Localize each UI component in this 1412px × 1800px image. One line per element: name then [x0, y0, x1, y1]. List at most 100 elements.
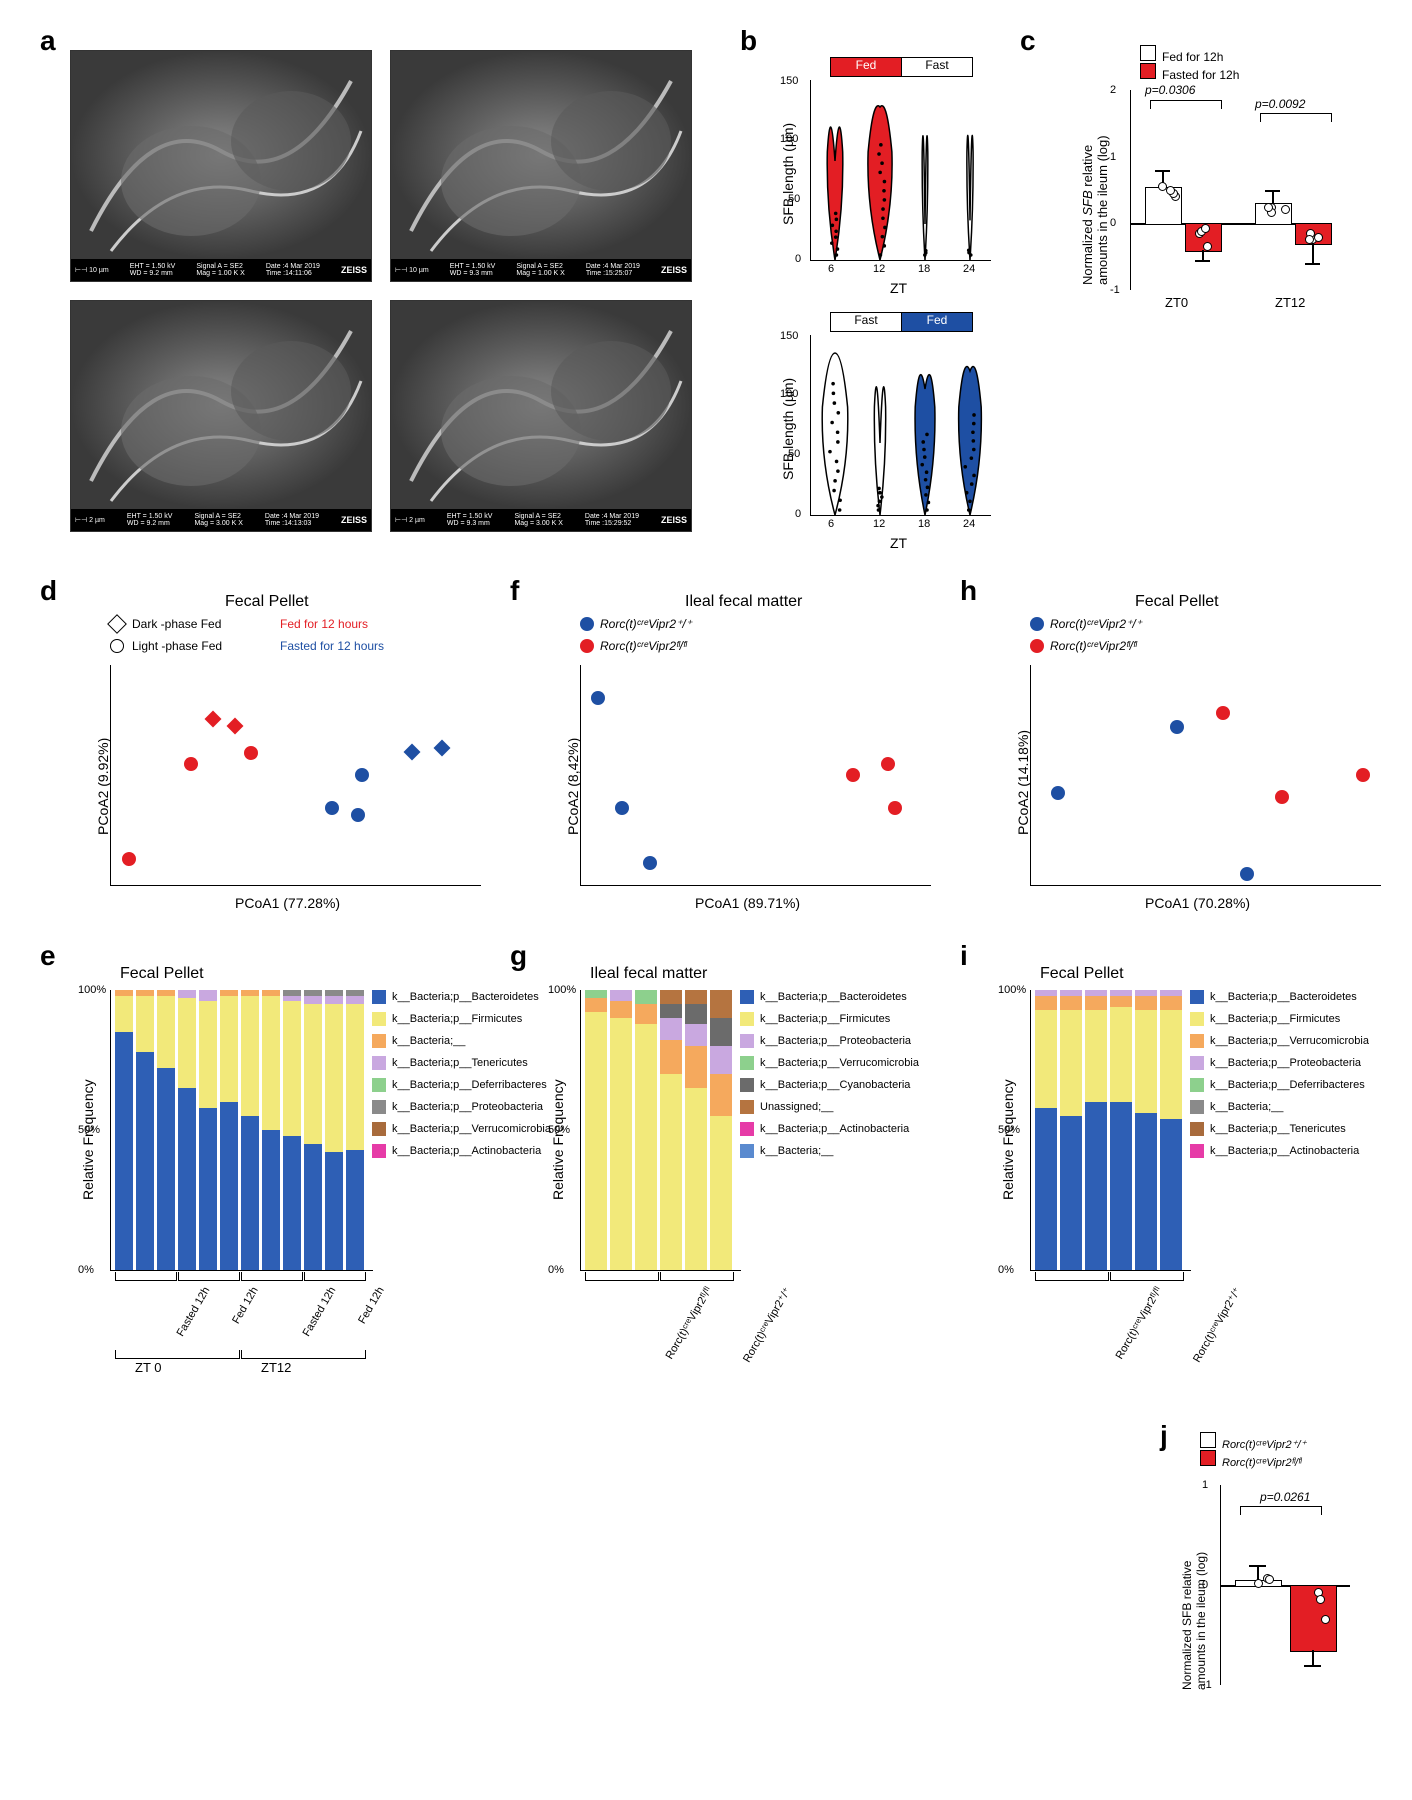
x-tick: 12: [873, 518, 885, 530]
bar-segment: [115, 1032, 133, 1270]
legend-box: Fed: [901, 313, 972, 331]
legend-taxon: k__Bacteria;p__Verrucomicrobia: [740, 1056, 919, 1070]
data-point: [1166, 186, 1175, 195]
x-axis-label: ZT: [890, 280, 907, 296]
bar-segment: [685, 1046, 707, 1088]
stacked-bar: [115, 990, 133, 1270]
stacked-bar: [1060, 990, 1082, 1270]
stacked-bar: [1085, 990, 1107, 1270]
chart-title: Ileal fecal matter: [590, 965, 707, 983]
bar-segment: [1110, 996, 1132, 1007]
legend-box: Fast: [901, 58, 972, 76]
legend-taxon: k__Bacteria;p__Proteobacteria: [1190, 1056, 1361, 1070]
stacked-bar: [220, 990, 238, 1270]
stacked-bar: [283, 990, 301, 1270]
legend-taxon: k__Bacteria;p__Proteobacteria: [740, 1034, 911, 1048]
sem-image: ⊢⊣ 2 µm EHT = 1.50 kVWD = 9.3 mm Signal …: [390, 300, 692, 532]
panel-label-h: h: [960, 575, 977, 607]
bar-segment: [346, 1004, 364, 1150]
group-label: Fed 12h: [230, 1285, 261, 1326]
violin-chart-bottom: Fast Fed SFB length (µm) 150 100 50 0 6 …: [770, 320, 1000, 550]
y-axis-label: PCoA2 (8,42%): [565, 738, 581, 835]
bar-segment: [610, 990, 632, 1001]
y-tick: 0%: [78, 1264, 94, 1276]
legend-fasted: Fasted for 12 hours: [280, 639, 384, 653]
bar-segment: [660, 1018, 682, 1040]
legend-taxon: k__Bacteria;p__Actinobacteria: [740, 1122, 909, 1136]
bar-segment: [1060, 996, 1082, 1010]
bar-segment: [136, 996, 154, 1052]
sem-image: ⊢⊣ 10 µm EHT = 1.50 kVWD = 9.2 mm Signal…: [70, 50, 372, 282]
bar-segment: [585, 998, 607, 1012]
y-tick: 50: [788, 448, 800, 460]
x-tick: 18: [918, 263, 930, 275]
bar-segment: [199, 990, 217, 1001]
scatter-point: [881, 757, 895, 771]
bar-segment: [660, 1074, 682, 1270]
x-tick: 6: [828, 263, 834, 275]
bar-segment: [585, 1012, 607, 1270]
y-tick: 0: [1202, 1579, 1208, 1591]
x-axis-label: PCoA1 (77.28%): [235, 895, 340, 911]
bar-segment: [241, 1116, 259, 1270]
bar-segment: [710, 1046, 732, 1074]
y-tick: 0: [795, 253, 801, 265]
bar-segment: [710, 1018, 732, 1046]
bar-segment: [685, 1024, 707, 1046]
bar-segment: [585, 990, 607, 998]
group-bracket: [585, 1272, 659, 1281]
legend-fed: Fed for 12h: [1140, 45, 1223, 64]
bar-segment: [325, 996, 343, 1004]
x-axis-label: ZT: [890, 535, 907, 551]
y-axis-label: Normalized SFB relative amounts in the i…: [1080, 135, 1110, 285]
error-bar: [1272, 190, 1274, 203]
stacked-bar: [1110, 990, 1132, 1270]
legend-box: Fast: [831, 313, 901, 331]
pcoa-chart-d: Fecal Pellet PCoA2 (9.92%) PCoA1 (77.28%…: [60, 595, 510, 915]
bar-segment: [262, 1130, 280, 1270]
bar-segment: [178, 990, 196, 998]
subgroup-bracket: [115, 1350, 240, 1359]
pvalue-bracket: [1240, 1506, 1322, 1515]
legend-taxon: k__Bacteria;__: [1190, 1100, 1283, 1114]
x-tick: 6: [828, 518, 834, 530]
stacked-bar: [1160, 990, 1182, 1270]
legend-box: Fed: [831, 58, 901, 76]
stacked-bar: [304, 990, 322, 1270]
legend-ko: Rorc(t)ᶜʳᵉVipr2ᶠˡ/ᶠˡ: [580, 639, 687, 653]
legend-taxon: k__Bacteria;p__Deferribacteres: [1190, 1078, 1365, 1092]
y-tick: 100%: [998, 984, 1026, 996]
sem-metadata-bar: ⊢⊣ 10 µm EHT = 1.50 kVWD = 9.3 mm Signal…: [391, 259, 691, 281]
bar-segment: [346, 1150, 364, 1270]
pcoa-chart-f: Ileal fecal matter PCoA2 (8,42%) PCoA1 (…: [530, 595, 960, 915]
stacked-bar: [635, 990, 657, 1270]
pvalue-bracket: [1150, 100, 1222, 109]
bar-segment: [283, 1001, 301, 1135]
group-bracket: [304, 1272, 366, 1281]
sem-metadata-bar: ⊢⊣ 2 µm EHT = 1.50 kVWD = 9.2 mm Signal …: [71, 509, 371, 531]
bar-segment: [304, 1144, 322, 1270]
legend-taxon: k__Bacteria;p__Verrucomicrobia: [1190, 1034, 1369, 1048]
error-bar: [1257, 1565, 1259, 1580]
pvalue: p=0.0306: [1145, 83, 1195, 97]
bar-chart-j: Rorc(t)ᶜʳᵉVipr2⁺/⁺ Rorc(t)ᶜʳᵉVipr2ᶠˡ/ᶠˡ …: [1160, 1450, 1390, 1760]
x-tick: 18: [918, 518, 930, 530]
bar-segment: [220, 1102, 238, 1270]
x-tick: 24: [963, 263, 975, 275]
bar-segment: [610, 1001, 632, 1018]
bar-segment: [710, 1116, 732, 1270]
data-point: [1281, 205, 1290, 214]
y-tick: 100%: [78, 984, 106, 996]
stacked-bar-i: Fecal Pellet Relative Frequency 0%50%100…: [980, 970, 1412, 1430]
bar-segment: [1060, 1010, 1082, 1116]
scatter-point: [888, 801, 902, 815]
bar-segment: [1110, 1007, 1132, 1102]
stacked-bar-g: Ileal fecal matter Relative Frequency 0%…: [530, 970, 970, 1430]
y-tick: 1: [1110, 151, 1116, 163]
pvalue: p=0.0092: [1255, 97, 1305, 111]
bar-segment: [1160, 1119, 1182, 1270]
bar-segment: [660, 990, 682, 1004]
y-axis-label: Relative Frequency: [80, 1079, 96, 1200]
x-tick: ZT0: [1165, 295, 1188, 310]
bar-segment: [1060, 1116, 1082, 1270]
